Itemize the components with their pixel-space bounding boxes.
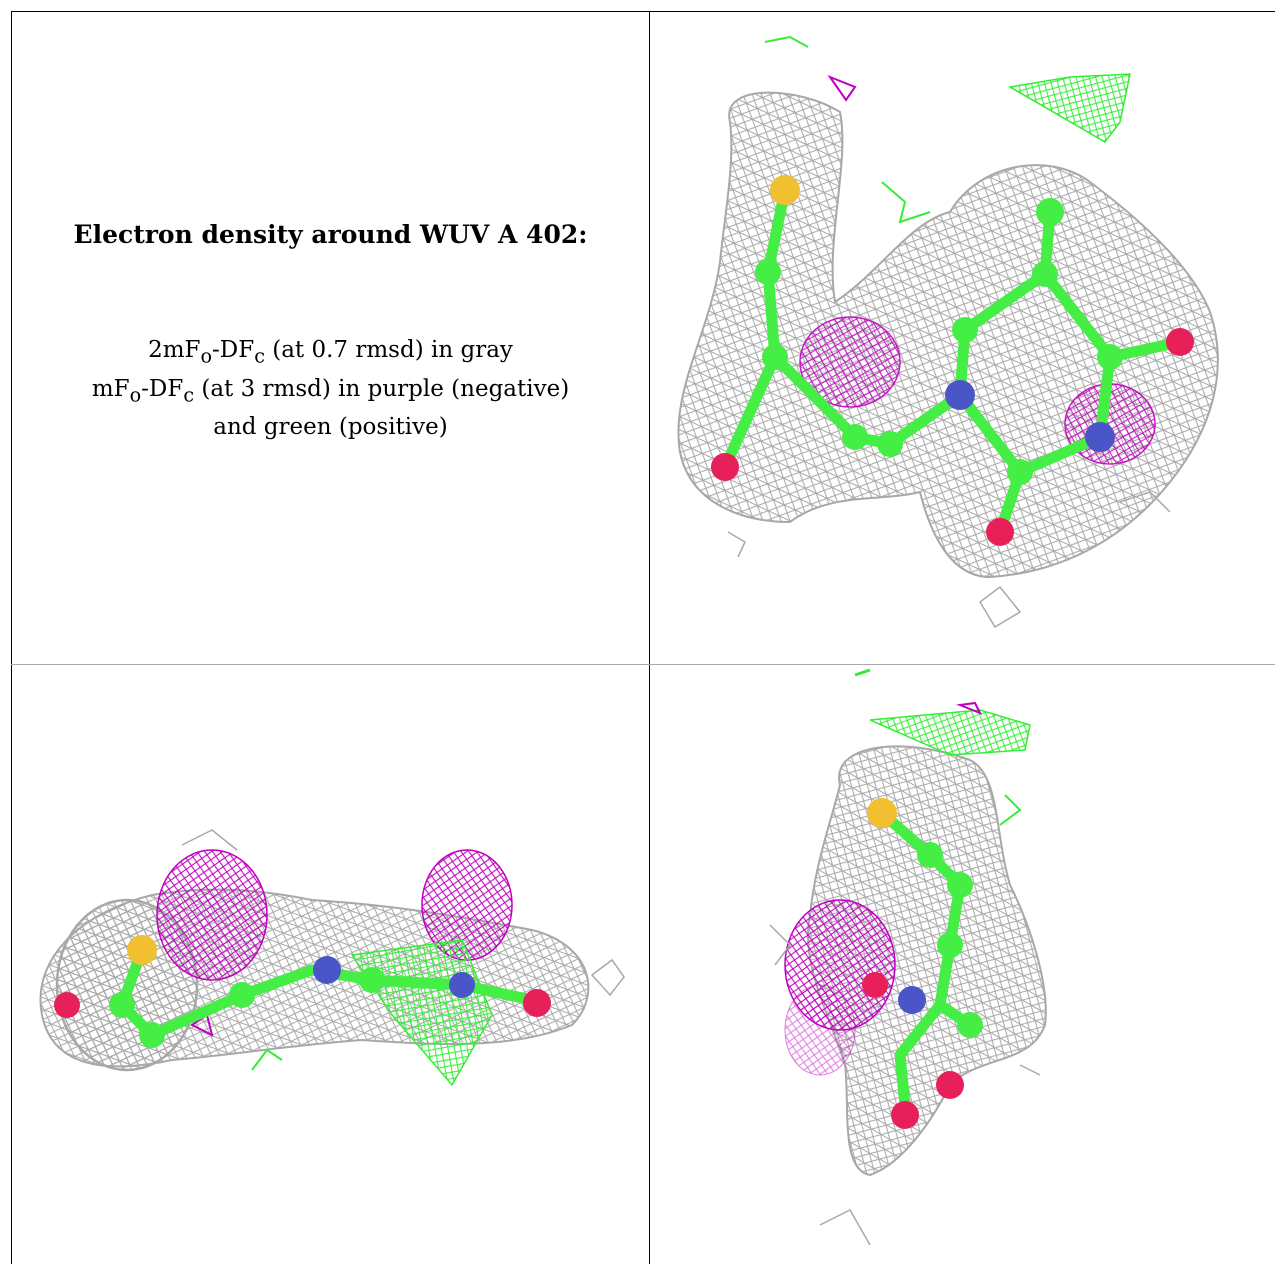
density-view-bottom-left bbox=[12, 665, 649, 1264]
caption-panel: Electron density around WUV A 402: 2mFo-… bbox=[12, 12, 649, 664]
legend-line-green: and green (positive) bbox=[213, 414, 448, 441]
legend-line-gray: 2mFo-DFc (at 0.7 rmsd) in gray bbox=[148, 337, 513, 368]
density-view-bottom-right bbox=[650, 665, 1276, 1264]
density-view-1-icon bbox=[677, 35, 1219, 629]
density-view-3-icon bbox=[769, 668, 1047, 1246]
horizontal-divider bbox=[11, 664, 1275, 665]
figure-frame bbox=[11, 11, 1275, 1264]
legend-line-purple: mFo-DFc (at 3 rmsd) in purple (negative) bbox=[91, 375, 570, 407]
density-view-2-icon bbox=[39, 829, 625, 1087]
legend-text: 2mFo-DFc (at 0.7 rmsd) in gray mFo-DFc (… bbox=[12, 334, 649, 443]
vertical-divider bbox=[649, 11, 650, 1264]
density-view-top-right bbox=[650, 12, 1276, 664]
panel-title: Electron density around WUV A 402: bbox=[73, 220, 588, 249]
